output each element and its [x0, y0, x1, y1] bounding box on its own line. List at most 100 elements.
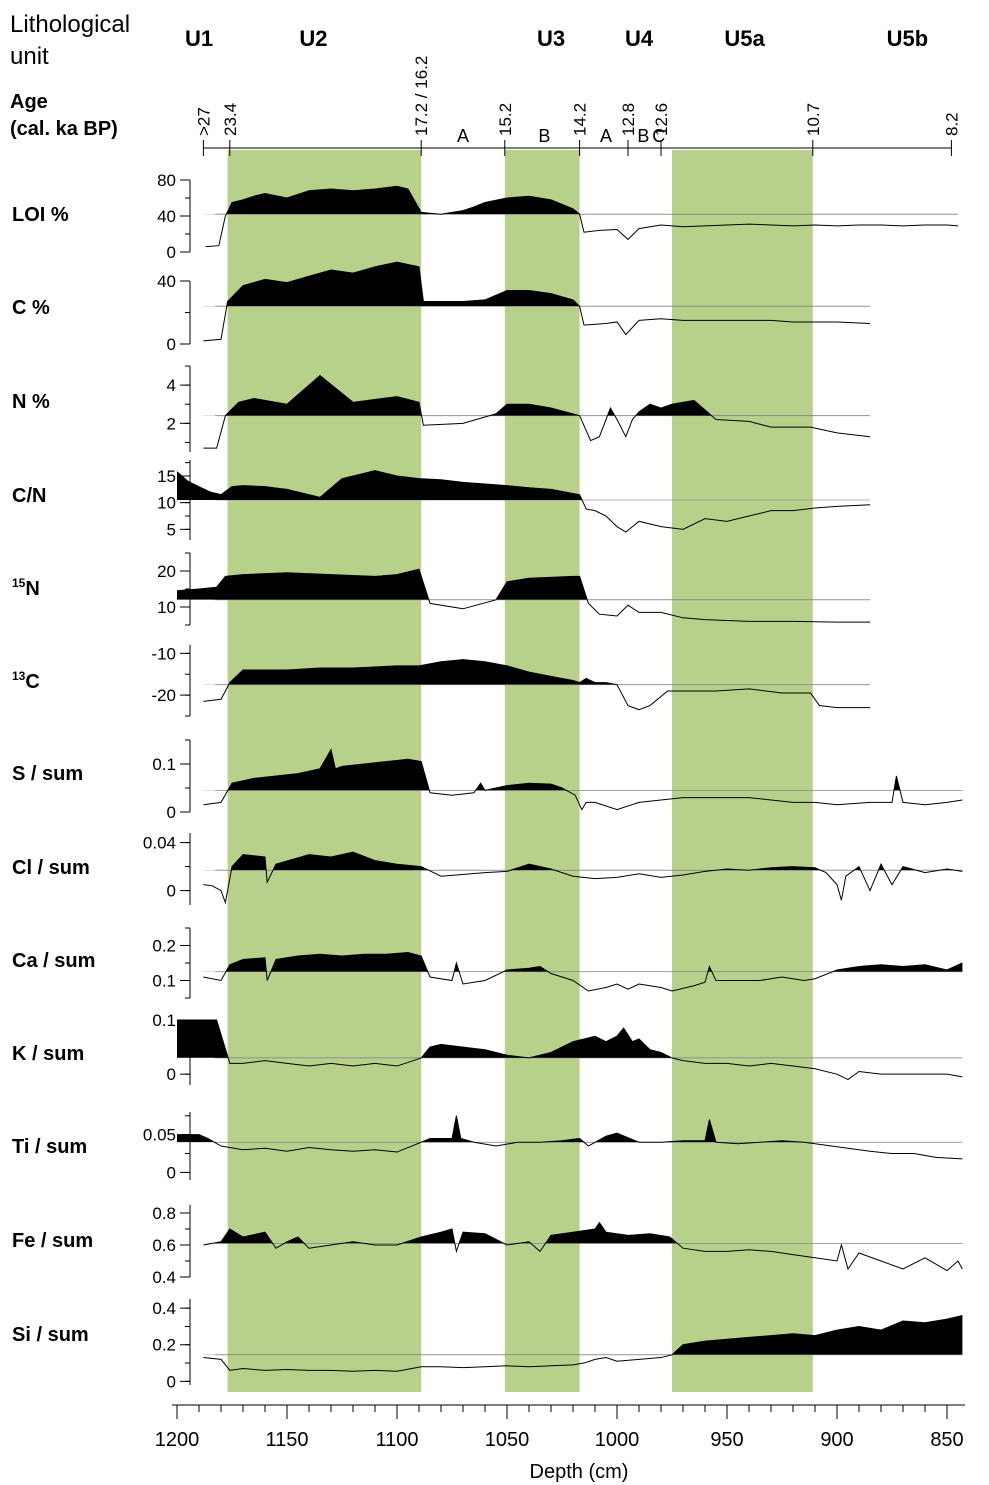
unit-label-1: U2 — [299, 26, 327, 51]
y-tick-label-8-0: 0.1 — [152, 972, 176, 991]
y-tick-label-1-0: 0 — [167, 335, 176, 354]
panel-9: K / sum 0 0.1 — [12, 1011, 963, 1085]
age-title-line-2: (cal. ka BP) — [10, 118, 118, 140]
x-tick-label-2: 1100 — [375, 1429, 418, 1451]
series-line-9 — [177, 1019, 963, 1081]
age-label-8: 8.2 — [942, 112, 961, 136]
panel-label-5: 13C — [12, 669, 40, 693]
y-tick-label-3-0: 5 — [167, 520, 176, 539]
lithological-units: U1 U2 U3 U4 U5a U5b — [185, 26, 928, 51]
series-fill-11 — [203, 1222, 963, 1244]
age-label-5: 12.8 — [619, 103, 638, 136]
panel-label-6: S / sum — [12, 763, 83, 785]
age-title-line-1: Age — [10, 91, 48, 113]
series-fill-5 — [203, 659, 870, 685]
y-tick-label-4-1: 20 — [157, 562, 176, 581]
x-tick-label-6: 900 — [820, 1429, 853, 1451]
x-tick-label-4: 1000 — [595, 1429, 640, 1451]
panel-12: Si / sum 0 0.2 0.4 — [12, 1299, 963, 1391]
unit-label-2: U3 — [537, 26, 565, 51]
y-tick-label-0-1: 40 — [157, 207, 176, 226]
y-tick-label-5-0: -20 — [151, 686, 176, 705]
panel-label-3: C/N — [12, 485, 46, 507]
panel-label-12: Si / sum — [12, 1324, 89, 1346]
panel-0: LOI % 0 40 80 — [12, 171, 959, 262]
y-tick-label-10-1: 0.05 — [143, 1126, 176, 1145]
x-tick-label-1: 1150 — [265, 1429, 308, 1451]
series-line-11 — [203, 1221, 963, 1272]
series-fill-2 — [225, 375, 712, 416]
y-tick-label-1-1: 40 — [157, 272, 176, 291]
age-label-7: 10.7 — [804, 103, 823, 136]
panel-4: 15N 10 20 — [12, 552, 870, 626]
panels: LOI % 0 40 80 C % 0 40 N % 2 4 C/N 5 10 15 15N 10 20 13C -… — [12, 171, 963, 1391]
unit-label-5: U5b — [887, 26, 929, 51]
y-tick-label-12-0: 0 — [167, 1372, 176, 1391]
shaded-interval-2 — [672, 150, 813, 1392]
y-tick-label-2-1: 4 — [167, 376, 176, 395]
panel-11: Fe / sum 0.4 0.6 0.8 — [12, 1204, 963, 1287]
series-line-8 — [203, 951, 963, 992]
unit-label-4: U5a — [724, 26, 765, 51]
y-tick-label-8-1: 0.2 — [152, 937, 176, 956]
panel-label-4: 15N — [12, 576, 40, 600]
y-tick-label-6-1: 0.1 — [152, 755, 176, 774]
y-tick-label-0-2: 80 — [157, 171, 176, 190]
panel-8: Ca / sum 0.1 0.2 — [12, 927, 963, 999]
panel-7: Cl / sum 0 0.04 — [12, 833, 963, 905]
series-fill-0 — [226, 186, 580, 215]
y-tick-label-11-2: 0.8 — [152, 1204, 176, 1223]
series-line-2 — [203, 374, 871, 449]
panel-10: Ti / sum 0 0.05 — [12, 1112, 963, 1182]
panel-1: C % 0 40 — [12, 261, 871, 354]
y-tick-label-12-2: 0.4 — [152, 1299, 176, 1318]
series-fill-8 — [203, 952, 963, 972]
y-tick-label-9-1: 0.1 — [152, 1011, 176, 1030]
subunit-label-1: B — [538, 126, 550, 146]
unit-label-0: U1 — [185, 26, 213, 51]
y-tick-label-12-1: 0.2 — [152, 1336, 176, 1355]
panel-label-8: Ca / sum — [12, 950, 95, 972]
title-line-2: unit — [10, 43, 49, 70]
series-fill-4 — [177, 569, 588, 600]
panel-5: 13C -20 -10 — [12, 644, 870, 717]
series-line-6 — [203, 748, 963, 811]
age-label-2: 17.2 / 16.2 — [412, 56, 431, 136]
y-tick-label-0-0: 0 — [167, 243, 176, 262]
age-label-0: >27 — [194, 107, 213, 136]
panel-label-11: Fe / sum — [12, 1230, 93, 1252]
x-axis-label: Depth (cm) — [530, 1461, 629, 1483]
series-fill-3 — [177, 470, 870, 500]
age-label-3: 15.2 — [496, 103, 515, 136]
age-label-4: 14.2 — [571, 103, 590, 136]
x-tick-label-0: 1200 — [155, 1429, 200, 1451]
age-label-1: 23.4 — [221, 103, 240, 136]
series-line-5 — [203, 659, 870, 711]
y-tick-label-11-1: 0.6 — [152, 1236, 176, 1255]
series-line-0 — [205, 185, 959, 248]
unit-label-3: U4 — [625, 26, 654, 51]
age-label-6: 12.6 — [652, 103, 671, 136]
series-line-3 — [176, 470, 871, 533]
panel-6: S / sum 0 0.1 — [12, 739, 963, 822]
panel-label-9: K / sum — [12, 1043, 84, 1065]
title-line-1: Lithological — [10, 11, 130, 38]
y-tick-label-7-1: 0.04 — [143, 834, 176, 853]
panel-3: C/N 5 10 15 — [12, 460, 871, 540]
y-tick-label-11-0: 0.4 — [152, 1268, 176, 1287]
subunit-label-2: A — [600, 126, 612, 146]
header: Lithological unit Age (cal. ka BP) — [10, 11, 130, 140]
series-line-12 — [203, 1314, 963, 1372]
series-fill-1 — [203, 262, 870, 307]
panel-label-7: Cl / sum — [12, 857, 90, 879]
x-axis: 1200 1150 1100 1050 1000 950 900 850 — [155, 1404, 965, 1451]
panel-label-1: C % — [12, 297, 50, 319]
y-tick-label-5-1: -10 — [151, 644, 176, 663]
panel-label-0: LOI % — [12, 204, 69, 226]
series-line-1 — [203, 261, 871, 342]
y-tick-label-2-0: 2 — [167, 414, 176, 433]
panel-label-10: Ti / sum — [12, 1136, 87, 1158]
y-tick-label-10-0: 0 — [167, 1163, 176, 1182]
y-tick-label-3-2: 15 — [157, 467, 176, 486]
